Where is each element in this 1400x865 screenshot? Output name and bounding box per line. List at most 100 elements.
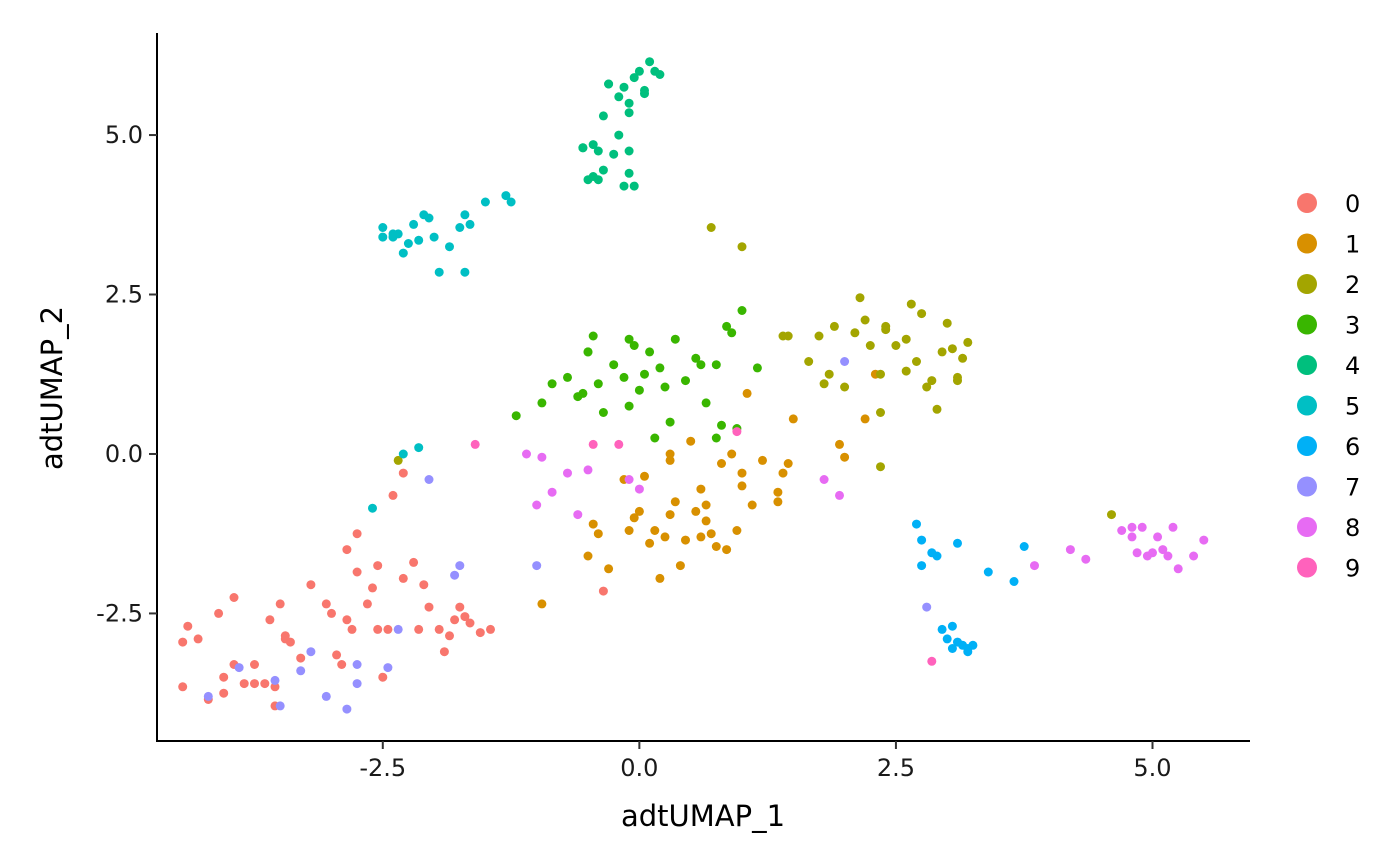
point-cluster-3 — [670, 334, 680, 344]
point-cluster-7 — [296, 666, 306, 676]
point-cluster-8 — [1081, 554, 1091, 564]
point-cluster-0 — [486, 624, 495, 634]
point-cluster-1 — [681, 535, 690, 545]
point-cluster-2 — [778, 331, 788, 341]
point-cluster-3 — [701, 398, 711, 408]
point-cluster-3 — [624, 401, 634, 411]
point-cluster-2 — [927, 376, 937, 386]
point-cluster-1 — [860, 414, 870, 424]
point-cluster-8 — [573, 510, 583, 520]
point-cluster-0 — [265, 615, 275, 625]
point-cluster-0 — [409, 557, 419, 567]
point-cluster-6 — [1009, 577, 1019, 586]
point-cluster-3 — [598, 408, 608, 417]
point-cluster-5 — [403, 239, 413, 248]
x-axis-title: adtUMAP_1 — [621, 799, 785, 833]
point-cluster-0 — [445, 631, 454, 641]
point-cluster-2 — [937, 347, 947, 357]
point-cluster-0 — [250, 679, 259, 689]
point-cluster-9 — [732, 427, 742, 437]
point-cluster-5 — [501, 191, 511, 201]
point-cluster-1 — [629, 513, 639, 523]
point-cluster-1 — [665, 510, 675, 520]
point-cluster-4 — [629, 73, 639, 83]
point-cluster-2 — [393, 455, 403, 465]
legend-label-1: 1 — [1345, 231, 1360, 259]
point-cluster-4 — [598, 165, 608, 175]
point-cluster-7 — [383, 663, 393, 673]
point-cluster-0 — [260, 679, 270, 689]
point-cluster-4 — [604, 79, 614, 89]
y-tick-label: 0.0 — [105, 440, 143, 468]
point-cluster-3 — [578, 388, 588, 398]
point-cluster-8 — [1137, 522, 1147, 532]
point-cluster-8 — [624, 475, 634, 484]
point-cluster-8 — [1132, 548, 1142, 558]
point-cluster-0 — [193, 634, 203, 644]
y-ticks: -2.5 0.0 2.5 5.0 — [96, 121, 157, 627]
point-cluster-3 — [727, 328, 737, 338]
point-cluster-7 — [532, 561, 542, 571]
point-cluster-0 — [475, 628, 485, 638]
point-cluster-3 — [696, 360, 706, 370]
point-cluster-8 — [1127, 532, 1137, 542]
legend-label-5: 5 — [1345, 393, 1360, 421]
point-cluster-3 — [665, 417, 675, 427]
point-cluster-2 — [814, 331, 824, 341]
point-cluster-1 — [593, 529, 603, 539]
point-cluster-7 — [424, 475, 434, 484]
point-cluster-7 — [450, 570, 460, 580]
legend: 0 1 2 3 4 5 6 7 8 9 — [1297, 190, 1360, 583]
point-cluster-3 — [655, 363, 665, 373]
point-cluster-2 — [932, 404, 942, 414]
point-cluster-8 — [563, 468, 572, 478]
legend-key-3 — [1297, 314, 1317, 335]
point-cluster-2 — [876, 462, 885, 472]
point-cluster-3 — [609, 360, 619, 370]
point-cluster-1 — [778, 468, 788, 478]
point-cluster-3 — [593, 379, 603, 389]
point-cluster-0 — [598, 586, 608, 596]
point-cluster-1 — [701, 500, 711, 510]
point-cluster-1 — [727, 449, 737, 459]
point-cluster-7 — [342, 704, 352, 714]
point-cluster-7 — [352, 679, 362, 689]
point-cluster-4 — [624, 146, 634, 156]
point-cluster-0 — [327, 608, 336, 618]
point-cluster-5 — [378, 223, 388, 232]
point-cluster-3 — [537, 398, 547, 408]
point-cluster-0 — [378, 672, 388, 682]
x-tick-label: -2.5 — [359, 754, 406, 782]
point-cluster-8 — [1158, 545, 1168, 555]
point-cluster-5 — [414, 443, 424, 453]
point-cluster-1 — [650, 526, 660, 535]
legend-label-6: 6 — [1345, 433, 1360, 461]
point-cluster-4 — [593, 146, 603, 156]
legend-key-1 — [1297, 233, 1317, 254]
point-cluster-0 — [414, 624, 424, 634]
point-cluster-1 — [588, 519, 598, 529]
point-cluster-1 — [624, 526, 634, 535]
point-cluster-3 — [563, 372, 572, 382]
point-cluster-4 — [655, 70, 665, 79]
point-cluster-0 — [450, 615, 460, 625]
point-cluster-0 — [373, 624, 383, 634]
point-cluster-5 — [455, 223, 465, 232]
point-cluster-5 — [409, 219, 419, 229]
point-cluster-0 — [178, 637, 188, 647]
point-cluster-3 — [681, 376, 690, 386]
point-cluster-1 — [634, 506, 644, 516]
point-cluster-2 — [876, 408, 885, 417]
point-cluster-0 — [455, 602, 465, 612]
point-cluster-0 — [275, 599, 285, 609]
point-cluster-1 — [583, 551, 593, 561]
point-cluster-0 — [250, 660, 259, 669]
point-cluster-6 — [968, 640, 978, 650]
point-cluster-9 — [927, 656, 937, 666]
point-cluster-5 — [460, 210, 470, 220]
point-cluster-4 — [619, 82, 629, 92]
point-cluster-0 — [337, 660, 347, 669]
point-cluster-1 — [537, 599, 547, 609]
point-cluster-8 — [1199, 535, 1209, 545]
point-cluster-3 — [634, 385, 644, 395]
